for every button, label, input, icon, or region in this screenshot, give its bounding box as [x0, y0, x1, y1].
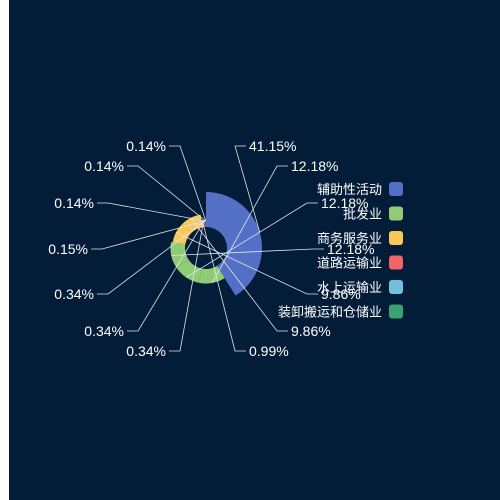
- leader-line-12: [97, 202, 206, 222]
- slice-label-14: 0.14%: [126, 138, 166, 154]
- legend-item-4[interactable]: 道路运输业: [317, 255, 403, 271]
- slice-2[interactable]: [198, 265, 225, 284]
- leader-line-5: [175, 232, 318, 295]
- slice-label-11: 0.15%: [48, 241, 88, 257]
- leader-line-14: [169, 145, 207, 222]
- leader-line-10: [97, 220, 205, 295]
- leader-line-4: [171, 248, 324, 256]
- legend-item-5[interactable]: 水上运输业: [317, 280, 403, 295]
- legend-label-3: 商务服务业: [317, 231, 382, 246]
- legend-label-6: 装卸搬运和仓储业: [278, 305, 382, 320]
- leader-line-2: [211, 165, 288, 284]
- slice-label-4: 12.18%: [327, 241, 374, 257]
- legend-label-4: 道路运输业: [317, 256, 382, 271]
- slice-label-8: 0.34%: [126, 343, 166, 359]
- leader-line-11: [91, 220, 206, 250]
- legend-label-5: 水上运输业: [317, 280, 382, 295]
- leader-line-13: [127, 165, 206, 222]
- slice-label-6: 9.86%: [291, 323, 331, 339]
- slice-label-10: 0.34%: [54, 286, 94, 302]
- slice-10[interactable]: [204, 220, 206, 228]
- legend-swatch-3: [389, 231, 403, 245]
- leader-line-1: [234, 145, 261, 233]
- legend-swatch-1: [389, 182, 403, 196]
- legend-swatch-4: [389, 255, 403, 270]
- legend-swatch-5: [389, 280, 403, 294]
- legend-label-1: 辅助性活动: [317, 182, 382, 197]
- slice-label-7: 0.99%: [249, 343, 289, 359]
- slice-label-1: 41.15%: [249, 138, 296, 154]
- slice-5[interactable]: [172, 223, 192, 245]
- slice-label-5: 9.86%: [321, 286, 361, 302]
- slice-label-2: 12.18%: [291, 158, 338, 174]
- leader-line-8: [169, 220, 204, 352]
- legend-item-6[interactable]: 装卸搬运和仓储业: [278, 304, 403, 320]
- slice-3[interactable]: [176, 259, 202, 283]
- legend-swatch-6: [389, 304, 403, 319]
- legend-item-2[interactable]: 批发业: [343, 206, 403, 222]
- slice-label-13: 0.14%: [84, 158, 124, 174]
- slice-group: [170, 192, 262, 296]
- leader-line-6: [190, 217, 288, 332]
- legend-item-1[interactable]: 辅助性活动: [317, 182, 403, 197]
- legend-item-3[interactable]: 商务服务业: [317, 231, 403, 246]
- legend-swatch-2: [389, 206, 403, 221]
- slice-label-9: 0.34%: [84, 323, 124, 339]
- legend-label-2: 批发业: [343, 207, 382, 222]
- leader-line-9: [127, 220, 205, 332]
- slice-label-3: 12.18%: [321, 195, 368, 211]
- label-group: 41.15%12.18%12.18%12.18%9.86%9.86%0.99%0…: [48, 138, 374, 359]
- leader-line-7: [202, 220, 246, 352]
- slice-label-12: 0.14%: [54, 195, 94, 211]
- slice-9[interactable]: [203, 220, 205, 228]
